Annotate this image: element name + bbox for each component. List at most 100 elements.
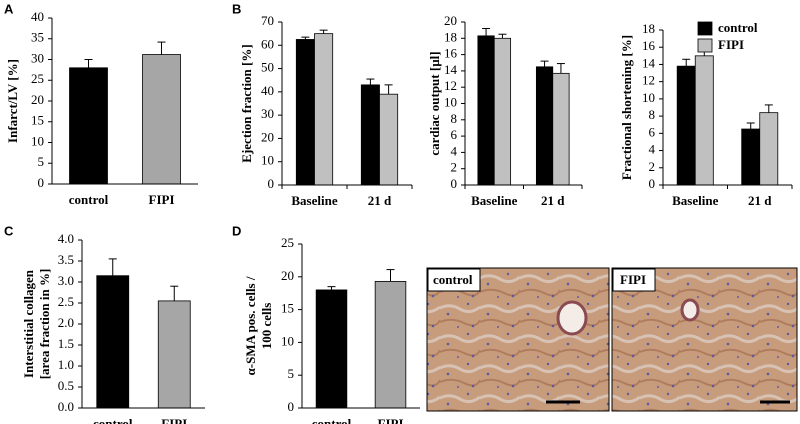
bar (759, 112, 779, 186)
y-tick-label: 10 (31, 133, 44, 148)
y-axis-label: Interstitial collagen (21, 269, 36, 378)
x-tick-label: control (93, 416, 133, 424)
y-axis-label: Ejection fraction [%] (239, 44, 254, 162)
y-tick-label: 40 (31, 9, 44, 24)
y-tick-label: 10 (261, 153, 274, 168)
micrograph: control (426, 267, 610, 412)
bar (315, 289, 348, 409)
y-tick-label: 20 (31, 92, 44, 107)
y-tick-label: 4 (649, 142, 656, 157)
y-tick-label: 2.0 (58, 315, 74, 330)
x-tick-label: 21 d (748, 193, 772, 208)
y-tick-label: 40 (261, 83, 274, 98)
bar (552, 72, 570, 186)
y-tick-label: 10 (642, 90, 655, 105)
y-axis-label: α-SMA pos. cells / (243, 276, 258, 375)
panel-label: C (4, 223, 14, 238)
panel-label: A (4, 1, 14, 16)
x-tick-label: Baseline (672, 193, 718, 208)
y-tick-label: 0.0 (58, 399, 74, 414)
y-tick-label: 4.0 (58, 231, 74, 246)
chart: Infarct/LV [%] 0 5 10 15 20 25 30 35 40 control FIP… (5, 9, 198, 207)
chart: Fractional shortening [%] 0 2 4 6 8 10 12 14 16 18… (619, 20, 793, 208)
x-tick-label: FIPI (149, 192, 175, 207)
y-tick-label: 16 (444, 46, 458, 61)
y-tick-label: 6 (649, 124, 656, 139)
legend-swatch (697, 21, 713, 36)
x-tick-label: FIPI (161, 416, 187, 424)
x-tick-label: Baseline (291, 193, 337, 208)
panel-label: B (232, 1, 241, 16)
x-tick-label: 21 d (368, 193, 392, 208)
y-tick-label: 15 (281, 301, 294, 316)
x-tick-label: control (312, 416, 352, 424)
y-axis-label: Infarct/LV [%] (5, 59, 20, 143)
vessel (556, 300, 588, 336)
image-label: control (433, 272, 473, 287)
y-tick-label: 3.5 (58, 252, 74, 267)
y-axis-label: 100 cells (259, 303, 274, 350)
bar (493, 37, 512, 186)
label-box (427, 268, 481, 292)
y-tick-label: 5 (288, 366, 295, 381)
y-tick-label: 0 (268, 176, 275, 191)
y-tick-label: 25 (281, 235, 294, 250)
bar (379, 93, 399, 186)
y-tick-label: 14 (444, 62, 458, 77)
y-tick-label: 0 (649, 176, 656, 191)
y-tick-label: 0 (38, 175, 45, 190)
y-tick-label: 20 (281, 268, 294, 283)
y-tick-label: 0 (288, 399, 295, 414)
y-axis-label: [area fraction in %] (37, 269, 52, 380)
legend-label: control (718, 20, 758, 35)
y-tick-label: 70 (261, 13, 274, 28)
y-tick-label: 2.5 (58, 294, 74, 309)
legend-swatch (697, 38, 713, 53)
bar (535, 66, 554, 186)
y-tick-label: 15 (31, 113, 44, 128)
y-tick-label: 60 (261, 36, 274, 51)
y-tick-label: 35 (31, 30, 44, 45)
x-tick-label: control (69, 192, 109, 207)
y-tick-label: 18 (444, 29, 457, 44)
bar (676, 65, 696, 186)
image (426, 267, 610, 412)
x-tick-label: 21 d (541, 193, 565, 208)
y-tick-label: 8 (649, 107, 656, 122)
x-tick-label: Baseline (471, 193, 517, 208)
y-tick-label: 12 (642, 73, 655, 88)
y-tick-label: 30 (31, 50, 44, 65)
y-tick-label: 16 (642, 38, 656, 53)
image-label: FIPI (620, 272, 646, 287)
chart: Interstitial collagen [area fraction in %… (21, 231, 205, 424)
y-tick-label: 4 (451, 143, 458, 158)
bar (295, 39, 315, 186)
bar (360, 84, 380, 186)
micrograph: FIPI (611, 267, 798, 412)
label-box (612, 268, 656, 292)
y-tick-label: 12 (444, 78, 457, 93)
chart: Ejection fraction [%] 0 10 20 30 40 50 60 70 Base… (239, 13, 413, 208)
y-tick-label: 6 (451, 127, 458, 142)
x-tick-label: FIPI (378, 416, 404, 424)
legend-label: FIPI (718, 37, 744, 52)
bar (69, 67, 108, 185)
y-tick-label: 30 (261, 106, 274, 121)
y-tick-label: 20 (261, 129, 274, 144)
y-tick-label: 8 (451, 111, 458, 126)
bar (96, 275, 130, 409)
y-tick-label: 20 (444, 13, 457, 28)
y-tick-label: 18 (642, 21, 655, 36)
chart: α-SMA pos. cells /100 cells 0 5 10 15 20 25 con… (243, 235, 420, 424)
y-tick-label: 10 (281, 333, 294, 348)
bar (477, 35, 495, 186)
y-tick-label: 2 (451, 160, 458, 175)
y-axis-label: Fractional shortening [%] (619, 35, 634, 180)
y-tick-label: 25 (31, 71, 44, 86)
y-tick-label: 14 (642, 55, 656, 70)
y-tick-label: 0.5 (58, 378, 74, 393)
image (611, 267, 798, 412)
bar (314, 33, 334, 186)
